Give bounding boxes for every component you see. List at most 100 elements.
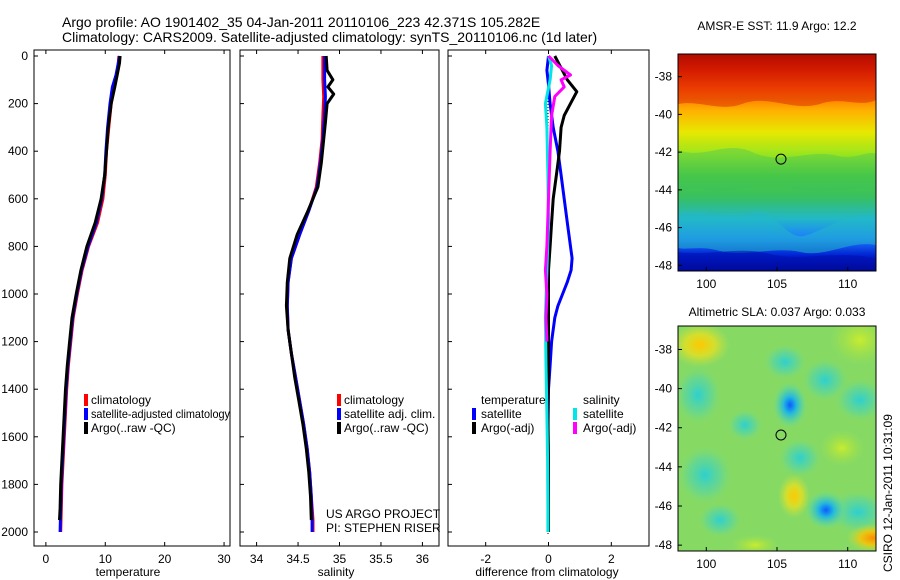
xtick-label: 20 — [158, 552, 172, 566]
lat-tick-label: -44 — [655, 183, 673, 197]
difference-legend: temperature satellite Argo(-adj) salinit… — [472, 393, 636, 435]
sst-map-title: AMSR-E SST: 11.9 Argo: 12.2 — [697, 19, 857, 33]
legend-climatology: climatology — [344, 393, 404, 407]
lat-tick-label: -38 — [655, 70, 673, 84]
ytick-label: 0 — [21, 49, 28, 63]
temperature-lines — [58, 55, 122, 533]
legend-swatch-sal-argo — [573, 422, 577, 434]
salinity-legend: climatology satellite adj. clim. Argo(..… — [337, 393, 435, 435]
difference-panel: -2 0 2 difference from climatology tempera… — [447, 49, 650, 579]
difference-lines — [543, 54, 579, 532]
legend-sal-satellite: satellite — [583, 407, 624, 421]
ytick-label: 1600 — [1, 430, 28, 444]
legend-swatch-temp-satellite — [472, 408, 476, 420]
series-argo-raw-qc — [58, 55, 122, 521]
xtick-label: 2 — [608, 552, 615, 566]
legend-swatch-climatology — [84, 394, 88, 406]
temperature-axes — [33, 49, 231, 547]
temperature-legend: climatology satellite-adjusted climatolo… — [84, 393, 230, 435]
xtick-label: 0 — [43, 552, 50, 566]
salinity-xlabel: salinity — [318, 565, 355, 579]
lat-tick-label: -44 — [655, 460, 673, 474]
ytick-label: 800 — [8, 239, 28, 253]
lon-tick-label: 100 — [696, 277, 716, 291]
lon-tick-label: 100 — [696, 557, 716, 571]
sst-map-panel: AMSR-E SST: 11.9 Argo: 12.2 100 105 110 -38… — [655, 19, 877, 291]
ytick-label: 1000 — [1, 287, 28, 301]
legend-swatch-argo — [84, 422, 88, 434]
legend-argo: Argo(..raw -QC) — [344, 421, 429, 435]
project-line-2: PI: STEPHEN RISER — [326, 521, 441, 535]
series-argo-raw-qc — [284, 55, 336, 521]
lon-tick-label: 105 — [767, 557, 787, 571]
lat-tick-label: -40 — [655, 107, 673, 121]
sla-ticks: 100 105 110 -38 -40 -42 -44 -46 -48 — [655, 342, 858, 571]
difference-xlabel: difference from climatology — [475, 565, 618, 579]
legend-argo: Argo(..raw -QC) — [91, 421, 176, 435]
title-line-2: Climatology: CARS2009. Satellite-adjuste… — [62, 29, 597, 45]
legend-heading-salinity: salinity — [583, 393, 620, 407]
sst-green-band — [678, 148, 876, 192]
ytick-label: 1200 — [1, 335, 28, 349]
xtick-label: 34 — [250, 552, 264, 566]
ytick-label: 400 — [8, 144, 28, 158]
legend-satellite-adjusted: satellite-adjusted climatology — [91, 407, 230, 421]
series-salinity-argo-adj — [543, 54, 572, 342]
temperature-xlabel: temperature — [96, 565, 161, 579]
sst-cold-band — [678, 250, 876, 271]
ytick-label: 1400 — [1, 382, 28, 396]
ytick-label: 200 — [8, 97, 28, 111]
ytick-label: 2000 — [1, 525, 28, 539]
sst-cyan-band — [678, 211, 876, 254]
csiro-timestamp: CSIRO 12-Jan-2011 10:31:09 — [881, 414, 895, 572]
lon-tick-label: 110 — [838, 557, 857, 571]
xtick-label: 10 — [99, 552, 113, 566]
lat-tick-label: -46 — [655, 221, 673, 235]
lat-tick-label: -48 — [655, 258, 673, 272]
lon-tick-label: 105 — [767, 277, 787, 291]
xtick-label: 35.5 — [369, 552, 393, 566]
legend-temp-satellite: satellite — [481, 407, 522, 421]
lat-tick-label: -46 — [655, 499, 673, 513]
legend-swatch-sal-satellite — [573, 408, 577, 420]
temperature-panel: 0 10 20 30 0 200 400 600 800 1000 1200 1400 1600 1800… — [1, 49, 231, 579]
ytick-label: 1800 — [1, 477, 28, 491]
float-position-marker — [775, 429, 787, 441]
ytick-label: 600 — [8, 192, 28, 206]
legend-temp-argo: Argo(-adj) — [481, 421, 534, 435]
legend-heading-temperature: temperature — [481, 393, 546, 407]
project-line-1: US ARGO PROJECT — [326, 507, 441, 521]
legend-swatch-satellite — [84, 408, 88, 420]
sst-warm-band — [678, 54, 876, 107]
lon-tick-label: 110 — [838, 277, 857, 291]
salinity-axes — [239, 49, 440, 547]
sla-float-marker — [775, 429, 787, 441]
legend-swatch-satellite — [337, 408, 341, 420]
lat-tick-label: -42 — [655, 145, 673, 159]
legend-sal-argo: Argo(-adj) — [583, 421, 636, 435]
lat-tick-label: -40 — [655, 382, 673, 396]
xtick-label: 34.5 — [286, 552, 310, 566]
salinity-panel: 34 34.5 35 35.5 36 salinity climatology sate… — [239, 49, 441, 579]
salinity-lines — [284, 55, 336, 532]
difference-ticks: -2 0 2 — [448, 50, 615, 566]
xtick-label: 0 — [545, 552, 552, 566]
sst-float-marker — [775, 153, 787, 165]
sla-field — [678, 326, 876, 551]
sla-map-panel: Altimetric SLA: 0.037 Argo: 0.033 100 105… — [655, 305, 877, 571]
sla-map-title: Altimetric SLA: 0.037 Argo: 0.033 — [689, 305, 866, 319]
legend-swatch-argo — [337, 422, 341, 434]
legend-satellite-adj: satellite adj. clim. — [344, 407, 435, 421]
xtick-label: 36 — [416, 552, 430, 566]
xtick-label: 30 — [217, 552, 231, 566]
lat-tick-label: -48 — [655, 538, 673, 552]
legend-swatch-temp-argo — [472, 422, 476, 434]
title-line-1: Argo profile: AO 1901402_35 04-Jan-2011 … — [62, 14, 540, 30]
legend-swatch-climatology — [337, 394, 341, 406]
sst-ticks: 100 105 110 -38 -40 -42 -44 -46 -48 — [655, 70, 858, 291]
xtick-label: -2 — [480, 552, 491, 566]
salinity-ticks: 34 34.5 35 35.5 36 — [240, 50, 429, 566]
legend-climatology: climatology — [91, 393, 151, 407]
lat-tick-label: -42 — [655, 421, 673, 435]
